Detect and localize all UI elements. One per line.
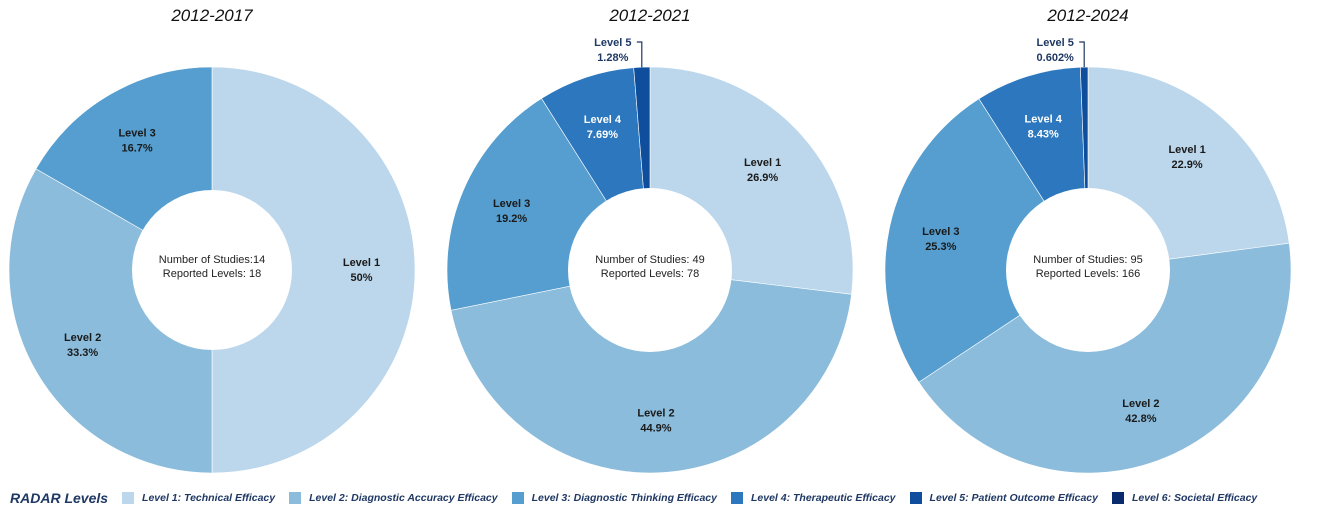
legend-swatch — [122, 492, 135, 504]
center-text: Number of Studies: 49 — [595, 254, 704, 266]
center-text: Reported Levels: 18 — [163, 268, 261, 280]
legend-label: Level 4: Therapeutic Efficacy — [750, 492, 896, 504]
legend-swatch — [909, 492, 922, 504]
legend-swatch — [1111, 492, 1124, 504]
legend-label: Level 2: Diagnostic Accuracy Efficacy — [309, 492, 498, 504]
legend: RADAR Levels Level 1: Technical Efficacy… — [10, 488, 1325, 508]
slice-level-2 — [918, 242, 1292, 474]
donut-hole — [132, 190, 292, 350]
slice-label: Level 1 — [744, 157, 781, 169]
slice-label: Level 3 — [493, 198, 530, 210]
legend-item: Level 5: Patient Outcome Efficacy — [909, 492, 1098, 504]
slice-value-label: 16.7% — [121, 143, 152, 155]
slice-label: Level 1 — [343, 257, 380, 269]
slice-value-label: 0.602% — [1037, 52, 1075, 64]
slice-value-label: 33.3% — [67, 347, 98, 359]
donut-hole — [1006, 188, 1170, 352]
legend-label: Level 1: Technical Efficacy — [142, 492, 276, 504]
chart-title: 2012-2024 — [1046, 6, 1128, 25]
leader-line — [1079, 41, 1085, 67]
donut-chart-3: 2012-2024 Level 1 22.9% Level 2 42.8% Level 3… — [884, 6, 1292, 474]
slice-value-label: 22.9% — [1171, 159, 1202, 171]
slice-label: Level 4 — [584, 114, 622, 126]
legend-swatch — [511, 492, 524, 504]
slice-value-label: 19.2% — [496, 213, 527, 225]
legend-swatch — [730, 492, 743, 504]
donut-chart-2: 2012-2021 Level 1 26.9% Level 2 44.9% Level 3… — [446, 6, 854, 474]
legend-item: Level 2: Diagnostic Accuracy Efficacy — [289, 492, 498, 504]
slice-value-label: 8.43% — [1028, 128, 1059, 140]
legend-label: Level 5: Patient Outcome Efficacy — [929, 492, 1098, 504]
legend-item: Level 1: Technical Efficacy — [122, 492, 275, 504]
slice-level-2 — [450, 269, 852, 474]
slice-label: Level 3 — [922, 226, 959, 238]
slice-value-label: 25.3% — [925, 241, 956, 253]
slice-level-3 — [884, 98, 1089, 383]
legend-item: Level 3: Diagnostic Thinking Efficacy — [511, 492, 717, 504]
legend-label: Level 6: Societal Efficacy — [1131, 492, 1258, 504]
center-text: Number of Studies:14 — [159, 254, 265, 266]
slice-label: Level 4 — [1025, 113, 1063, 125]
slice-value-label: 26.9% — [747, 172, 778, 184]
slice-label: Level 5 — [594, 37, 631, 49]
legend-label: Level 3: Diagnostic Thinking Efficacy — [531, 492, 717, 504]
slice-label: Level 3 — [118, 128, 155, 140]
donut-charts: 2012-2017 Level 1 50% Level 2 33.3% Level 3 16… — [8, 6, 1292, 474]
donut-chart-1: 2012-2017 Level 1 50% Level 2 33.3% Level 3 16… — [8, 6, 416, 474]
slice-value-label: 1.28% — [597, 52, 628, 64]
center-text: Reported Levels: 78 — [601, 268, 699, 280]
slice-value-label: 50% — [350, 272, 372, 284]
legend-item: Level 4: Therapeutic Efficacy — [730, 492, 896, 504]
chart-title: 2012-2021 — [608, 6, 690, 25]
donut-hole — [568, 188, 732, 352]
slice-value-label: 44.9% — [640, 422, 671, 434]
slice-level-1 — [211, 66, 416, 474]
slice-label: Level 1 — [1168, 144, 1205, 156]
center-text: Number of Studies: 95 — [1033, 254, 1142, 266]
leader-line — [636, 41, 643, 68]
slice-value-label: 42.8% — [1125, 413, 1156, 425]
slice-label: Level 2 — [637, 407, 674, 419]
slice-value-label: 7.69% — [587, 129, 618, 141]
slice-label: Level 5 — [1037, 37, 1074, 49]
slice-label: Level 2 — [1122, 398, 1159, 410]
center-text: Reported Levels: 166 — [1036, 268, 1141, 280]
legend-title: RADAR Levels — [10, 490, 109, 506]
chart-title: 2012-2017 — [170, 6, 253, 25]
slice-label: Level 2 — [64, 332, 101, 344]
legend-item: Level 6: Societal Efficacy — [1111, 492, 1258, 504]
legend-swatch — [289, 492, 302, 504]
